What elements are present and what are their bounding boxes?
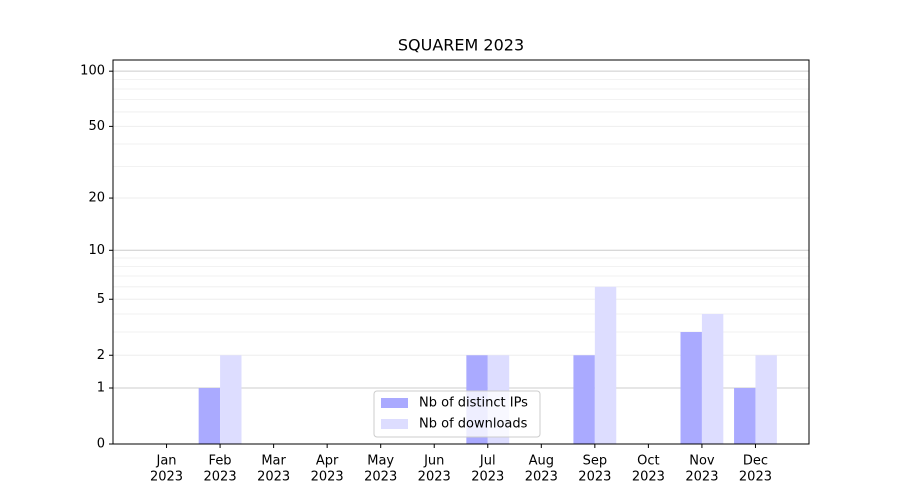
legend: Nb of distinct IPs Nb of downloads: [373, 390, 541, 438]
y-tick-label: 2: [97, 348, 105, 363]
bar: [573, 355, 595, 444]
y-tick-label: 20: [88, 191, 105, 206]
y-tick-label: 0: [97, 437, 105, 452]
x-tick-label: Nov: [689, 454, 715, 469]
bar: [734, 388, 756, 444]
x-tick-label: Mar: [261, 454, 286, 469]
bar: [680, 332, 702, 444]
bar: [220, 355, 242, 444]
bar: [198, 388, 221, 444]
y-tick-label: 5: [97, 292, 105, 307]
plot-frame: [112, 59, 810, 445]
y-tick-label: 100: [80, 64, 105, 79]
y-tick-label: 1: [97, 381, 105, 396]
legend-label: Nb of downloads: [419, 417, 528, 432]
y-tick-label: 50: [88, 119, 105, 134]
x-tick-label: 2023: [471, 470, 504, 485]
legend-label: Nb of distinct IPs: [419, 396, 528, 411]
x-tick-label: Jul: [479, 454, 496, 469]
x-tick-label: 2023: [257, 470, 290, 485]
bar: [701, 313, 724, 444]
bar: [755, 355, 777, 444]
x-tick-label: May: [367, 454, 394, 469]
x-tick-label: 2023: [150, 470, 183, 485]
legend-box: [373, 390, 541, 438]
x-tick-label: Aug: [529, 454, 554, 469]
x-tick-label: 2023: [632, 470, 665, 485]
x-tick-label: Apr: [316, 454, 339, 469]
x-tick-label: Dec: [743, 454, 768, 469]
x-tick-label: 2023: [525, 470, 558, 485]
x-tick-label: Feb: [209, 454, 232, 469]
x-tick-label: 2023: [364, 470, 397, 485]
x-tick-label: 2023: [739, 470, 772, 485]
x-tick-label: Sep: [583, 454, 608, 469]
x-tick-label: 2023: [685, 470, 718, 485]
chart-title: SQUAREM 2023: [398, 36, 524, 55]
x-tick-label: 2023: [578, 470, 611, 485]
bar: [594, 286, 617, 444]
y-tick-label: 10: [88, 243, 105, 258]
x-tick-label: Jun: [423, 454, 444, 469]
legend-swatch: [381, 419, 408, 429]
x-tick-label: Jan: [156, 454, 177, 469]
legend-swatch: [381, 398, 408, 408]
x-tick-label: 2023: [418, 470, 451, 485]
x-tick-label: Oct: [637, 454, 659, 469]
x-tick-label: 2023: [204, 470, 237, 485]
x-tick-label: 2023: [311, 470, 344, 485]
